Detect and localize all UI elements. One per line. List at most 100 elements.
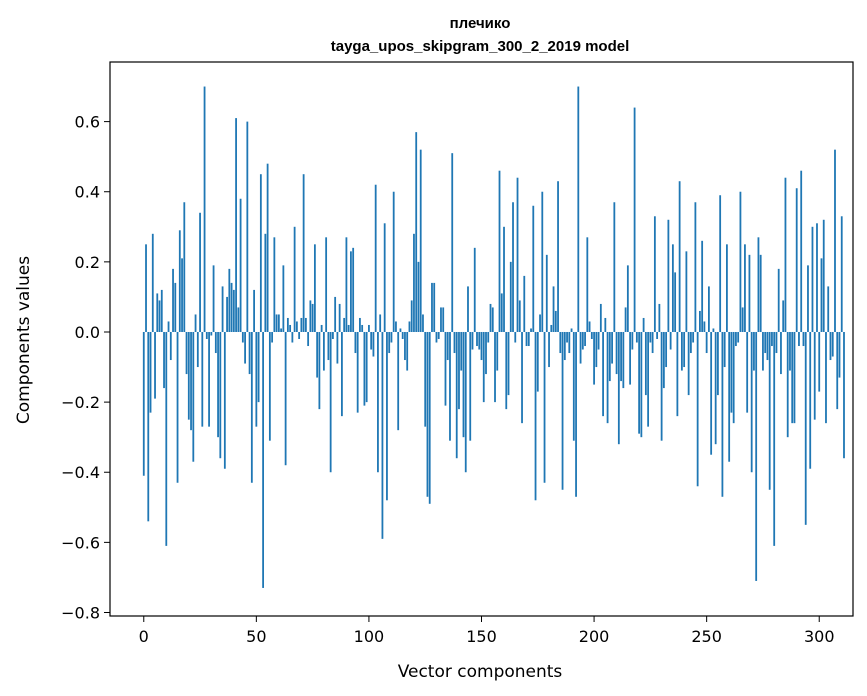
bar-185 [559, 331, 562, 354]
bar-36 [223, 331, 226, 469]
bar-257 [721, 331, 724, 497]
bar-253 [712, 328, 715, 332]
bar-245 [694, 202, 697, 332]
bar-61 [280, 328, 283, 332]
bar-234 [669, 331, 672, 350]
bar-222 [642, 317, 645, 332]
bar-202 [597, 331, 600, 350]
bar-263 [735, 331, 737, 347]
bar-285 [784, 177, 787, 332]
bar-98 [363, 331, 366, 406]
bar-25 [199, 212, 201, 332]
bar-136 [449, 331, 451, 441]
bar-143 [464, 331, 467, 473]
bar-274 [759, 254, 762, 332]
bar-121 [415, 132, 418, 332]
bar-244 [692, 331, 695, 343]
bar-23 [194, 314, 197, 332]
x-tick-label: 50 [246, 627, 266, 646]
bar-7 [158, 300, 161, 332]
bar-266 [741, 307, 744, 332]
bar-219 [635, 331, 638, 343]
bar-26 [201, 331, 204, 427]
y-tick-label: 0.0 [75, 323, 100, 342]
bar-11 [167, 321, 170, 332]
bar-124 [422, 314, 424, 332]
bar-212 [620, 331, 622, 382]
bar-249 [703, 321, 706, 332]
bar-231 [662, 331, 665, 389]
bar-251 [708, 286, 710, 332]
bar-5 [154, 331, 156, 399]
bar-280 [773, 331, 776, 546]
bar-115 [401, 331, 404, 339]
y-tick-label: −0.6 [61, 533, 100, 552]
bar-67 [293, 226, 296, 332]
bar-178 [543, 331, 546, 483]
bar-228 [656, 331, 659, 339]
bar-63 [284, 331, 287, 466]
bar-155 [491, 307, 494, 332]
bar-64 [286, 317, 289, 332]
bar-296 [809, 331, 812, 469]
bar-218 [633, 107, 636, 332]
bar-271 [753, 331, 755, 371]
bar-308 [836, 331, 839, 410]
bar-197 [586, 237, 589, 332]
bar-195 [581, 331, 584, 350]
bar-229 [658, 303, 661, 332]
bar-68 [295, 321, 298, 332]
bar-18 [183, 202, 186, 332]
bars-group [142, 86, 845, 588]
bar-127 [428, 331, 431, 504]
bar-239 [680, 331, 683, 371]
bar-134 [444, 331, 447, 406]
bar-4 [151, 233, 154, 332]
bar-223 [644, 331, 647, 396]
bar-101 [370, 331, 373, 350]
bar-128 [431, 282, 433, 332]
bar-126 [426, 331, 429, 497]
bar-107 [383, 223, 386, 332]
bar-310 [840, 216, 843, 332]
bar-242 [687, 331, 690, 396]
bar-284 [782, 300, 785, 332]
bar-226 [651, 331, 654, 354]
bar-261 [730, 331, 733, 413]
bar-111 [392, 191, 395, 332]
bar-281 [775, 331, 778, 354]
bar-132 [440, 307, 442, 332]
bar-133 [442, 307, 445, 332]
bar-31 [212, 265, 215, 332]
bar-140 [458, 331, 460, 410]
bar-157 [496, 331, 499, 371]
bar-75 [311, 303, 314, 332]
bar-177 [541, 191, 544, 332]
bar-44 [241, 331, 244, 343]
bar-117 [406, 331, 409, 371]
bar-289 [793, 331, 796, 424]
bar-300 [818, 331, 821, 392]
bar-137 [451, 153, 454, 332]
bar-141 [460, 331, 463, 371]
bar-309 [838, 331, 841, 378]
bar-102 [372, 331, 375, 357]
bar-295 [807, 265, 809, 332]
bar-276 [764, 331, 767, 354]
bar-193 [577, 86, 580, 332]
bar-50 [255, 331, 258, 427]
bar-208 [611, 331, 613, 364]
bar-304 [827, 286, 830, 332]
bar-84 [332, 331, 334, 339]
bar-171 [527, 331, 530, 347]
bar-209 [613, 202, 616, 332]
y-tick-label: −0.8 [61, 603, 100, 622]
bar-79 [320, 324, 323, 332]
bar-233 [667, 219, 670, 332]
bar-53 [262, 331, 264, 588]
bar-214 [624, 307, 627, 332]
bar-174 [534, 331, 537, 501]
bar-99 [365, 331, 368, 403]
bar-258 [723, 331, 726, 368]
bar-262 [732, 331, 735, 424]
